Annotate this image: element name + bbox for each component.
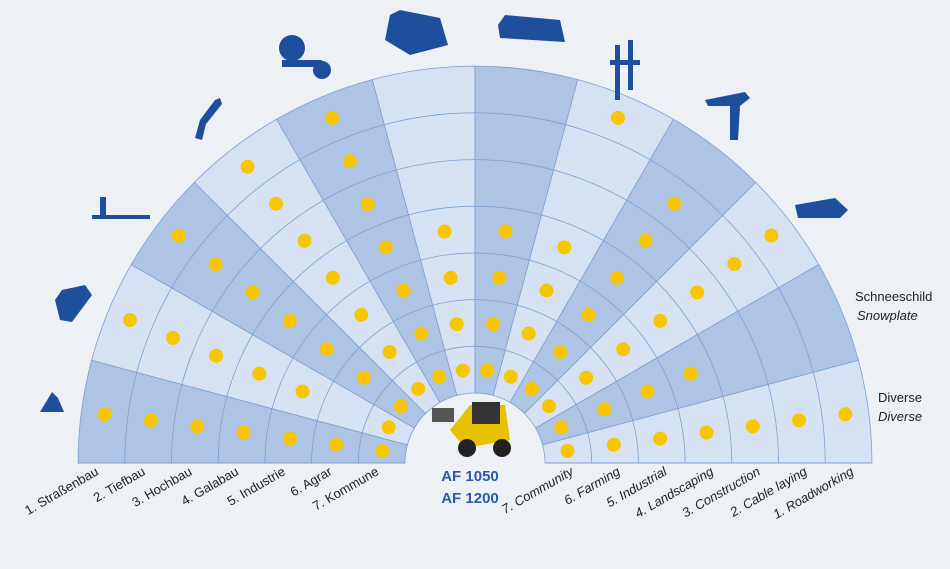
dot — [611, 111, 625, 125]
dot — [326, 271, 340, 285]
dot — [329, 438, 343, 452]
dot — [553, 345, 567, 359]
dot — [764, 229, 778, 243]
dot — [610, 271, 624, 285]
side-title: Schneeschild — [855, 289, 932, 304]
dot — [579, 371, 593, 385]
dot — [166, 331, 180, 345]
dot — [269, 197, 283, 211]
dot — [450, 317, 464, 331]
dot — [98, 407, 112, 421]
dot — [616, 342, 630, 356]
side-title: Diverse — [878, 390, 922, 405]
dot — [320, 342, 334, 356]
model-label: AF 1050 — [441, 468, 499, 485]
dot — [379, 240, 393, 254]
dot — [283, 314, 297, 328]
dot — [438, 225, 452, 239]
dot — [325, 111, 339, 125]
dot — [297, 234, 311, 248]
side-subtitle: Diverse — [878, 409, 922, 424]
dot — [411, 382, 425, 396]
dot — [504, 370, 518, 384]
dot — [382, 420, 396, 434]
dot — [554, 420, 568, 434]
dot — [252, 367, 266, 381]
dot — [144, 413, 158, 427]
dot — [539, 283, 553, 297]
dot — [394, 399, 408, 413]
dot — [295, 385, 309, 399]
dot — [542, 399, 556, 413]
dot — [690, 285, 704, 299]
dot — [383, 345, 397, 359]
dot — [792, 413, 806, 427]
dot — [684, 367, 698, 381]
diagram: AF 1050 AF 1200 Schneeschild Snowplate D… — [0, 0, 950, 569]
dot — [414, 327, 428, 341]
dot — [246, 285, 260, 299]
dot — [357, 371, 371, 385]
dot — [653, 432, 667, 446]
dot — [123, 313, 137, 327]
dot — [607, 438, 621, 452]
dot — [375, 444, 389, 458]
model-label: AF 1200 — [441, 490, 499, 507]
dot — [361, 197, 375, 211]
dot — [209, 257, 223, 271]
dot — [486, 317, 500, 331]
dot — [444, 271, 458, 285]
dot — [561, 444, 575, 458]
dot — [237, 426, 251, 440]
side-subtitle: Snowplate — [857, 308, 918, 323]
dot — [639, 234, 653, 248]
dot — [397, 283, 411, 297]
dot — [492, 271, 506, 285]
loader-bucket — [432, 408, 454, 422]
dot — [498, 225, 512, 239]
loader-wheel — [458, 439, 476, 457]
dot — [480, 363, 494, 377]
dot — [432, 370, 446, 384]
dot — [522, 327, 536, 341]
dot — [838, 407, 852, 421]
dot — [582, 308, 596, 322]
dot — [653, 314, 667, 328]
dot — [283, 432, 297, 446]
page: AF 1050 AF 1200 Schneeschild Snowplate D… — [0, 0, 950, 569]
dot — [456, 363, 470, 377]
dot — [172, 229, 186, 243]
dot — [190, 419, 204, 433]
dot — [746, 419, 760, 433]
dot — [525, 382, 539, 396]
loader-wheel — [493, 439, 511, 457]
dot — [597, 402, 611, 416]
dot — [557, 240, 571, 254]
dot — [667, 197, 681, 211]
dot — [727, 257, 741, 271]
loader-cab — [472, 402, 500, 424]
dot — [209, 349, 223, 363]
dot — [641, 385, 655, 399]
dot — [343, 154, 357, 168]
dot — [354, 308, 368, 322]
dot — [241, 160, 255, 174]
dot — [699, 426, 713, 440]
